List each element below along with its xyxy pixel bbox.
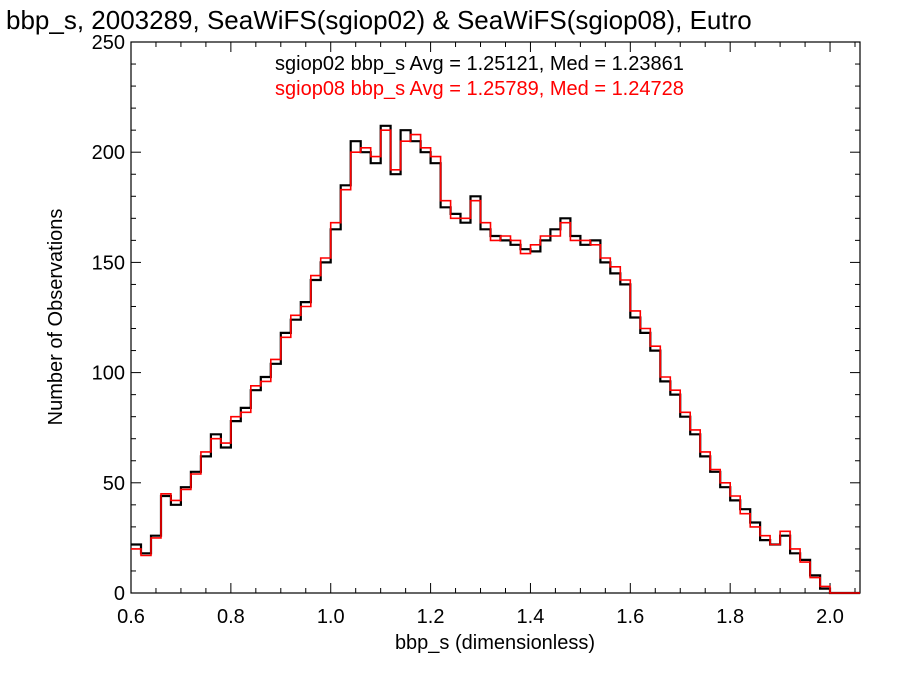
x-tick-label: 1.8 [716, 606, 744, 628]
x-tick-label: 1.6 [616, 606, 644, 628]
x-tick-label: 1.4 [517, 606, 545, 628]
y-tick-label: 150 [92, 252, 125, 274]
plot-frame [130, 41, 861, 594]
y-tick-label: 0 [114, 583, 125, 605]
series-sgiop08-line [131, 129, 860, 594]
annotation-sgiop02: sgiop02 bbp_s Avg = 1.25121, Med = 1.238… [275, 53, 684, 75]
y-axis-label: Number of Observations [45, 209, 67, 426]
x-tick-label: 0.8 [217, 606, 245, 628]
histogram-series [131, 124, 860, 595]
axis-tick-labels: 0.6 0.8 1.0 1.2 1.4 1.6 1.8 2.0 0 50 100 150 200 250 [92, 32, 844, 628]
x-tick-label: 1.2 [417, 606, 445, 628]
x-tick-label: 0.6 [117, 606, 145, 628]
chart-title: bbp_s, 2003289, SeaWiFS(sgiop02) & SeaWi… [6, 5, 752, 35]
axis-ticks [130, 41, 860, 594]
x-axis-label: bbp_s (dimensionless) [395, 632, 595, 654]
y-tick-label: 50 [103, 473, 125, 495]
y-tick-label: 250 [92, 32, 125, 54]
y-tick-label: 200 [92, 142, 125, 164]
x-tick-label: 1.0 [317, 606, 345, 628]
x-tick-label: 2.0 [816, 606, 844, 628]
annotation-sgiop08: sgiop08 bbp_s Avg = 1.25789, Med = 1.247… [275, 78, 684, 100]
y-tick-label: 100 [92, 363, 125, 385]
